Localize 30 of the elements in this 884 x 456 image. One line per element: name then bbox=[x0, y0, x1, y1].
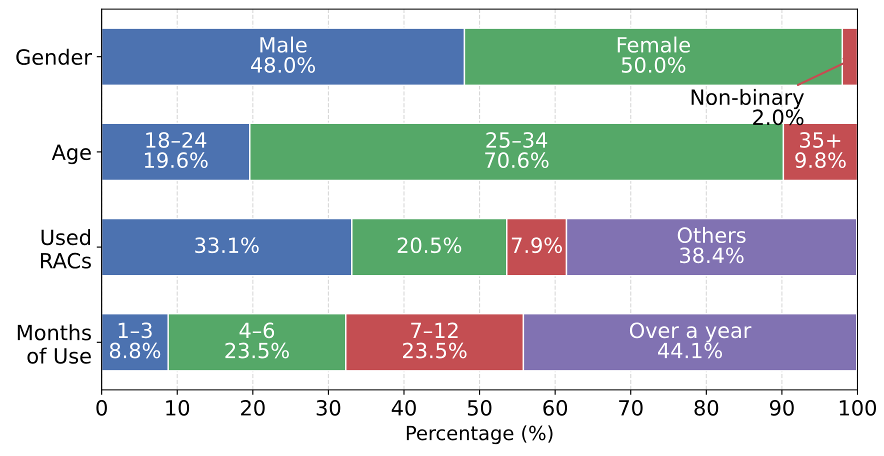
data-label: 20.5% bbox=[398, 237, 462, 254]
data-label: Female 50.0% bbox=[618, 36, 690, 73]
x-tick-label: 10 bbox=[166, 400, 190, 416]
x-tick-label: 0 bbox=[96, 400, 107, 416]
x-tick-label: 80 bbox=[694, 400, 718, 416]
x-axis-title: Percentage (%) bbox=[406, 425, 552, 444]
y-tick-label: Gender bbox=[16, 48, 92, 65]
x-tick-label: 70 bbox=[619, 400, 643, 416]
data-label: 18–24 19.6% bbox=[144, 132, 208, 168]
data-label: 1–3 8.8% bbox=[110, 322, 160, 358]
data-label: 25–34 70.6% bbox=[485, 132, 549, 168]
annotation: Non-binary 2.0% bbox=[692, 88, 804, 126]
data-label: 4–6 23.5% bbox=[225, 322, 289, 358]
data-label: Others 38.4% bbox=[678, 226, 746, 264]
y-tick-label: Used RACs bbox=[41, 229, 91, 269]
x-tick-label: 20 bbox=[241, 400, 265, 416]
data-label: Male 48.0% bbox=[250, 36, 315, 73]
x-tick-label: 50 bbox=[468, 400, 492, 416]
y-tick-label: Age bbox=[52, 144, 91, 164]
data-label: 35+ 9.8% bbox=[795, 132, 846, 168]
x-tick-label: 30 bbox=[316, 400, 340, 416]
x-tick-label: 40 bbox=[392, 400, 416, 416]
data-label: 33.1% bbox=[195, 237, 259, 254]
x-tick-label: 100 bbox=[840, 400, 876, 416]
data-label: 7.9% bbox=[512, 237, 562, 254]
x-tick-label: 60 bbox=[543, 400, 568, 416]
data-label: 7–12 23.5% bbox=[403, 322, 467, 358]
x-tick-label: 90 bbox=[770, 400, 794, 416]
y-tick-label: Months of Use bbox=[18, 324, 91, 364]
data-label: Over a year 44.1% bbox=[630, 322, 752, 358]
